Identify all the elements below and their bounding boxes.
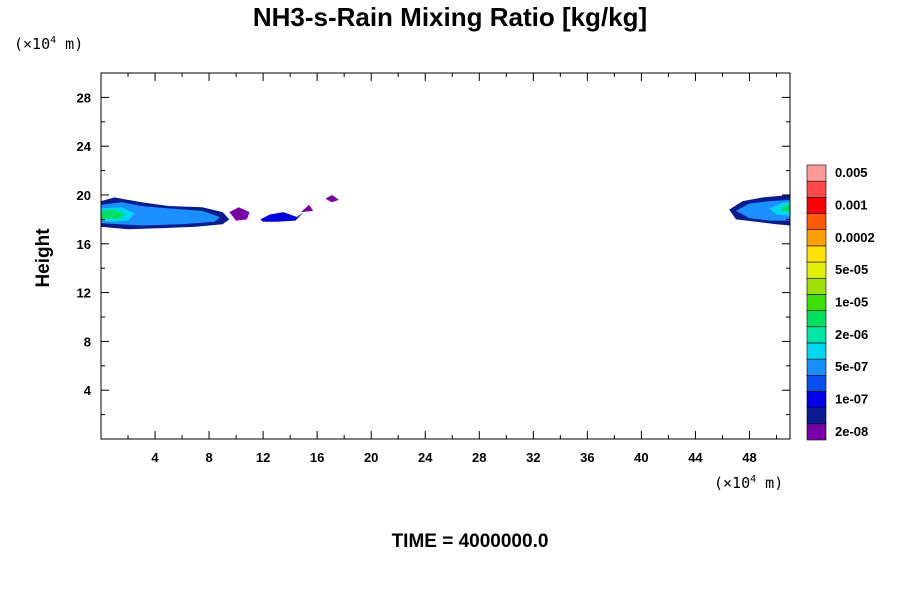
x-tick-label: 24 [418, 450, 433, 465]
colorbar-swatch [806, 407, 827, 425]
y-tick-label: 16 [77, 237, 91, 252]
x-tick-label: 16 [310, 450, 324, 465]
x-tick-label: 36 [580, 450, 594, 465]
colorbar-label: 1e-07 [835, 392, 868, 407]
x-tick-label: 48 [742, 450, 756, 465]
colorbar-label: 5e-05 [835, 262, 868, 277]
x-tick-label: 12 [256, 450, 270, 465]
y-unit-prefix: (×10 [14, 35, 51, 53]
region-left-fragment-1 [229, 207, 250, 221]
x-tick-label: 20 [364, 450, 378, 465]
colorbar-label: 0.0002 [835, 230, 875, 245]
region-left-fragment-2 [260, 212, 304, 222]
region-left-layer-core [101, 209, 126, 220]
region-right-layer-core [780, 204, 790, 213]
colorbar-swatch [806, 261, 827, 279]
colorbar-swatch [806, 197, 827, 214]
colorbar-swatch [806, 391, 827, 408]
colorbar-swatch [806, 342, 827, 360]
x-unit-suffix: m) [756, 474, 784, 492]
y-axis-unit: (×104 m) [14, 35, 83, 53]
colorbar-label: 0.005 [835, 165, 868, 180]
colorbar-swatch [806, 358, 827, 376]
chart-title: NH3-s-Rain Mixing Ratio [kg/kg] [252, 2, 648, 32]
colorbar-swatch [806, 164, 827, 182]
data-regions [101, 195, 790, 230]
colorbar-swatch [806, 213, 827, 231]
time-label: TIME = 4000000.0 [391, 531, 549, 552]
colorbar-label: 1e-05 [835, 295, 868, 310]
region-left-layer-mid [101, 202, 220, 226]
colorbar-swatch [806, 277, 827, 295]
y-unit-suffix: m) [56, 35, 84, 53]
region-left-fragment-3 [300, 204, 314, 213]
x-axis-unit: (×104 m) [714, 474, 783, 492]
colorbar-swatch [806, 229, 827, 247]
colorbar-swatch [806, 374, 827, 392]
colorbar-label: 2e-08 [835, 424, 868, 439]
region-right-layer-inner [769, 202, 790, 216]
x-unit-exponent: 4 [750, 474, 757, 485]
x-tick-label: 44 [688, 450, 703, 465]
region-right-layer-mid [736, 199, 790, 221]
colorbar: 2e-08 1e-07 5e-07 2e-06 1e-05 5e-05 0.0002 0.00… [806, 164, 875, 441]
region-left-fragment-4 [325, 195, 339, 203]
x-tick-label: 8 [205, 450, 212, 465]
plot-frame [100, 72, 791, 440]
y-tick-label: 8 [84, 334, 91, 349]
x-tick-label: 4 [151, 450, 159, 465]
colorbar-swatch [806, 245, 827, 263]
y-tick-label: 12 [77, 286, 91, 301]
y-tick-label: 4 [84, 383, 92, 398]
x-tick-label: 40 [634, 450, 648, 465]
y-tick-label: 24 [77, 139, 92, 154]
y-unit-exponent: 4 [50, 35, 57, 46]
colorbar-swatch [806, 180, 827, 198]
colorbar-swatch [806, 423, 827, 441]
y-tick-label: 20 [77, 188, 91, 203]
colorbar-swatch [806, 294, 827, 311]
colorbar-label: 5e-07 [835, 359, 868, 374]
y-tick-label: 28 [77, 90, 91, 105]
colorbar-label: 2e-06 [835, 327, 868, 342]
x-tick-label: 32 [526, 450, 540, 465]
x-tick-label: 28 [472, 450, 486, 465]
x-unit-prefix: (×10 [714, 474, 751, 492]
colorbar-swatch [806, 326, 827, 344]
colorbar-label: 0.001 [835, 197, 868, 212]
colorbar-swatch [806, 310, 827, 328]
